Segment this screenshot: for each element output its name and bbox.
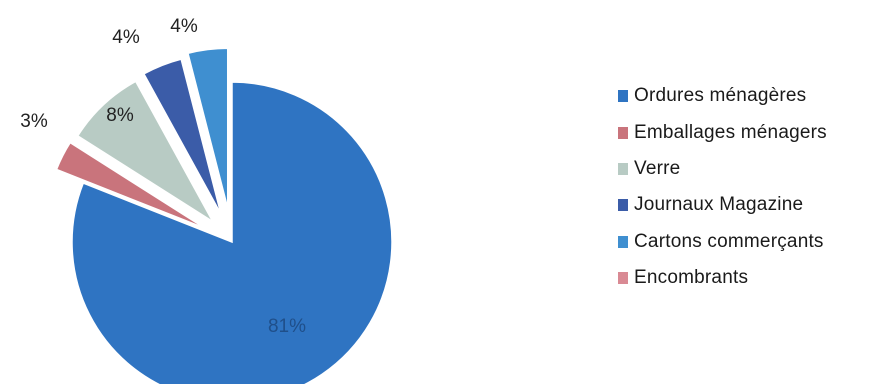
legend-item: Ordures ménagères — [618, 78, 880, 114]
legend-swatch — [618, 199, 628, 212]
slice-label-4: 4% — [112, 27, 140, 48]
legend-label: Journaux Magazine — [634, 194, 804, 216]
pie-chart: 81% 3% 8% 4% 4% — [20, 16, 393, 384]
legend-label: Verre — [634, 157, 681, 179]
slice-label-3: 8% — [106, 105, 134, 126]
legend-label: Cartons commerçants — [634, 230, 824, 252]
pie-slice-1 — [71, 81, 393, 384]
legend-item: Cartons commerçants — [618, 224, 880, 260]
pie-slice-3 — [76, 80, 214, 223]
legend-label: Emballages ménagers — [634, 121, 827, 143]
legend-swatch — [618, 272, 628, 285]
legend-label: Encombrants — [634, 267, 749, 289]
pie-slice-2 — [55, 141, 206, 230]
legend-swatch — [618, 235, 628, 248]
legend-item: Encombrants — [618, 260, 880, 296]
legend-item: Emballages ménagers — [618, 114, 880, 150]
pie-slice-5 — [187, 47, 229, 209]
slice-label-1: 81% — [268, 316, 306, 337]
slice-label-2: 3% — [20, 111, 48, 132]
slice-label-5: 4% — [170, 16, 198, 37]
legend-swatch — [618, 90, 628, 103]
legend-label: Ordures ménagères — [634, 85, 807, 107]
legend-item: Journaux Magazine — [618, 187, 880, 223]
pie-slice-4 — [142, 58, 222, 215]
legend-item: Verre — [618, 151, 880, 187]
legend-swatch — [618, 126, 628, 139]
legend-swatch — [618, 162, 628, 175]
chart-legend: Ordures ménagères Emballages ménagers Verr… — [618, 78, 880, 296]
